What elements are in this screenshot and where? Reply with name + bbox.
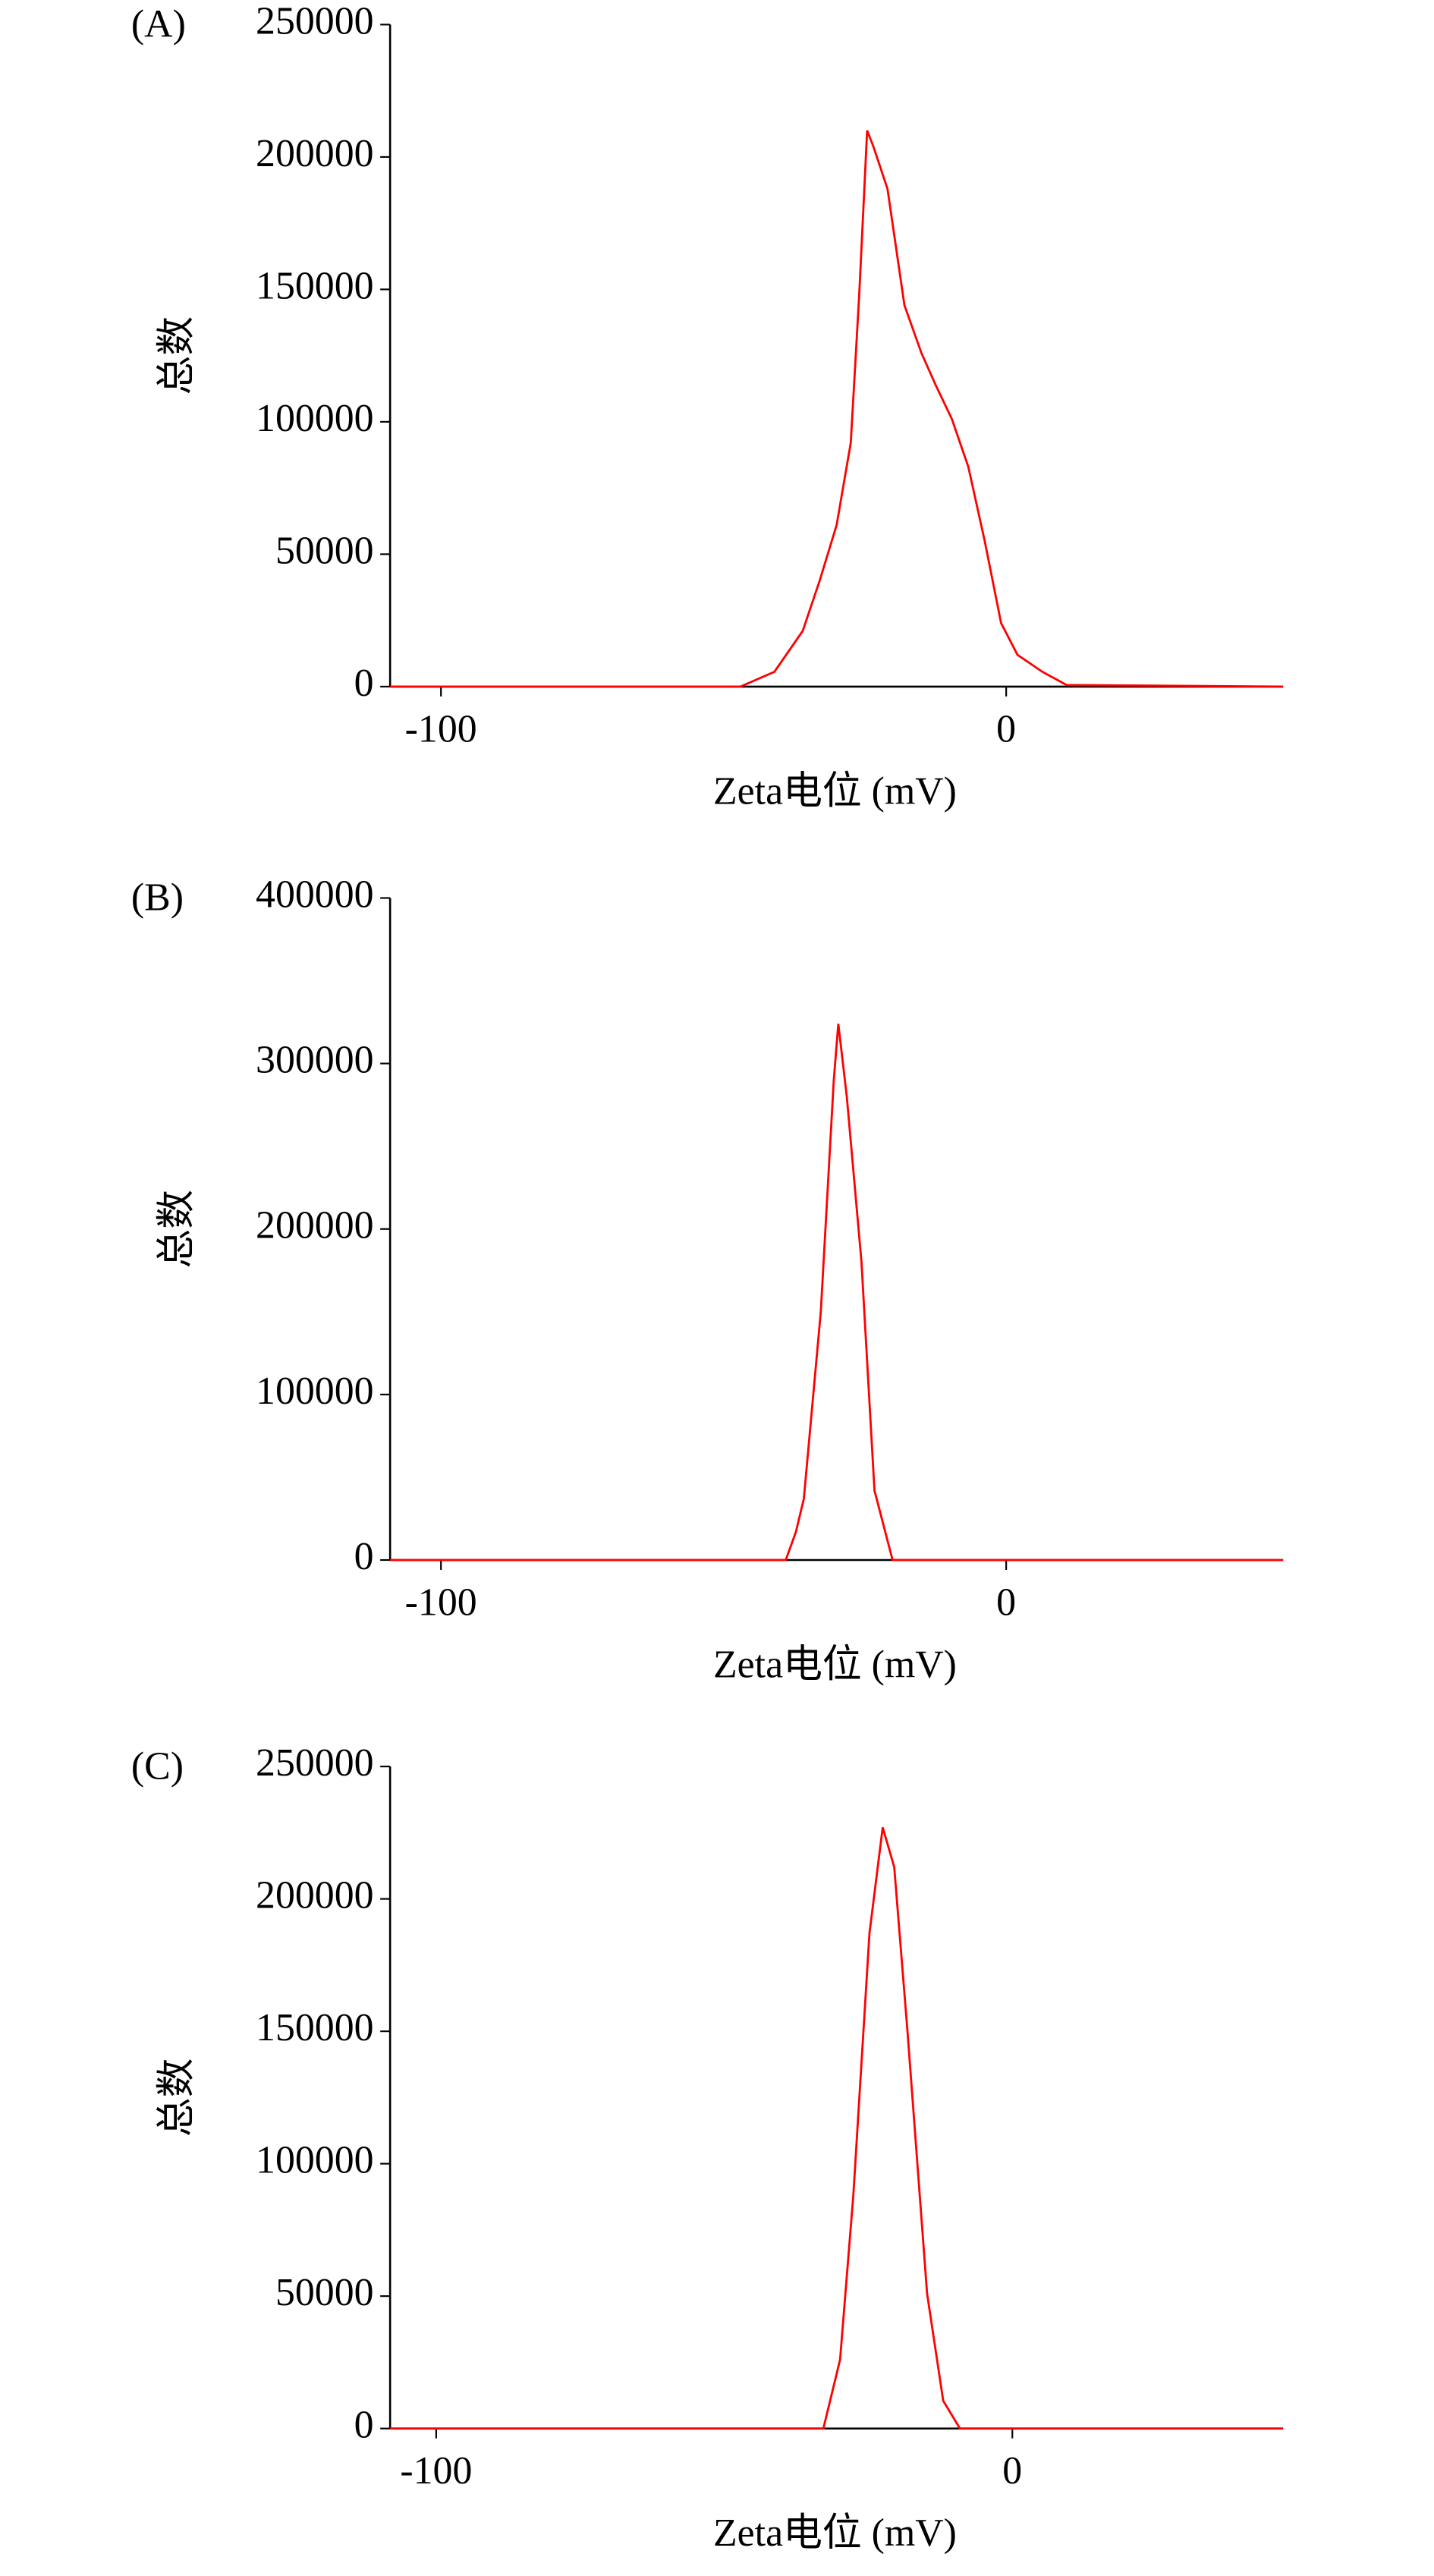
y-tick-label: 250000 — [256, 1741, 373, 1785]
panel-label: (A) — [131, 3, 186, 46]
y-tick-label: 100000 — [256, 1370, 373, 1413]
y-tick-label: 50000 — [275, 529, 374, 572]
y-axis-label: 总数 — [156, 316, 199, 395]
y-tick-label: 300000 — [256, 1039, 373, 1082]
line-series — [390, 130, 1284, 688]
y-axis-label: 总数 — [156, 1190, 199, 1269]
y-tick-label: 150000 — [256, 2006, 373, 2049]
y-tick-label: 150000 — [256, 264, 373, 307]
y-tick-label: 200000 — [256, 132, 373, 175]
y-tick-label: 400000 — [256, 873, 373, 916]
x-tick-label: -100 — [405, 1581, 477, 1624]
y-tick-label: 100000 — [256, 2139, 373, 2182]
y-axis-label: 总数 — [156, 2059, 199, 2137]
y-tick-label: 0 — [354, 1535, 374, 1578]
x-axis-label: Zeta电位 (mV) — [713, 769, 957, 813]
panel-label: (B) — [131, 876, 184, 920]
x-tick-label: 0 — [996, 1581, 1016, 1624]
x-tick-label: -100 — [405, 707, 477, 750]
x-axis-label: Zeta电位 (mV) — [713, 1643, 957, 1686]
line-series — [390, 1827, 1284, 2430]
y-tick-label: 0 — [354, 2404, 374, 2447]
y-tick-label: 200000 — [256, 1874, 373, 1917]
panel-label: (C) — [131, 1744, 184, 1788]
line-series — [390, 1024, 1284, 1562]
y-tick-label: 100000 — [256, 397, 373, 440]
x-axis-label: Zeta电位 (mV) — [713, 2512, 957, 2555]
x-tick-label: 0 — [1002, 2449, 1022, 2493]
y-tick-label: 50000 — [275, 2271, 374, 2314]
y-tick-label: 250000 — [256, 0, 373, 42]
x-tick-label: -100 — [400, 2449, 472, 2493]
y-tick-label: 0 — [354, 662, 374, 705]
x-tick-label: 0 — [996, 707, 1016, 750]
y-tick-label: 200000 — [256, 1204, 373, 1247]
